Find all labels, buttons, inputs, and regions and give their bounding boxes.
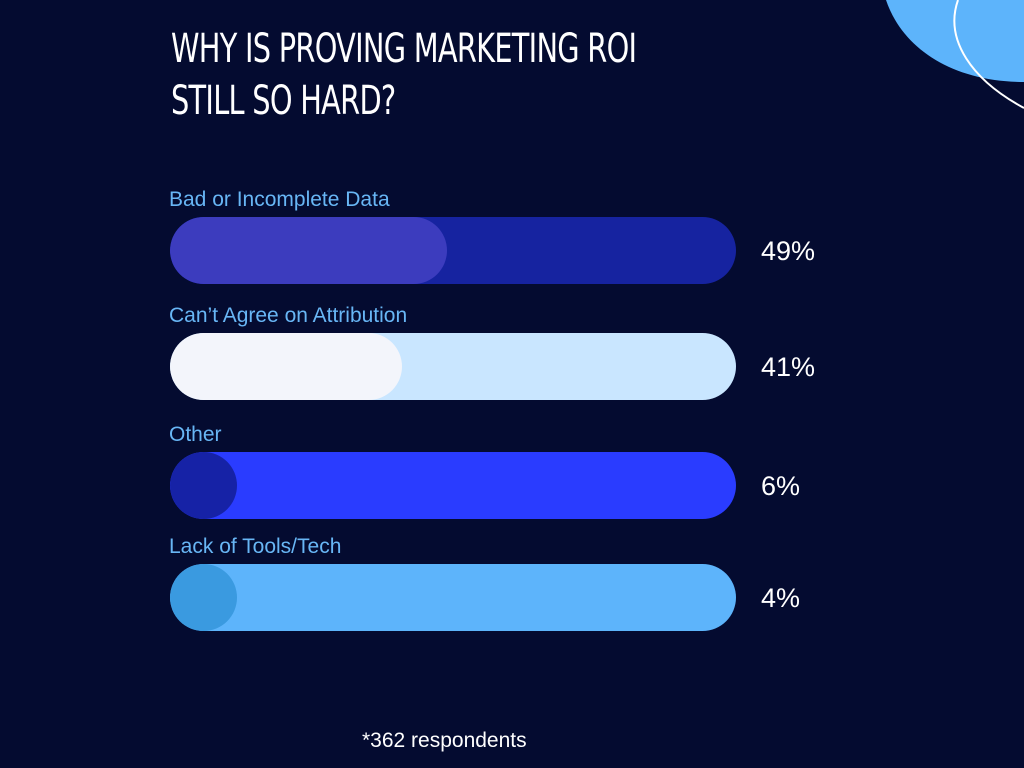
title-line-1: WHY IS PROVING MARKETING ROI: [171, 26, 637, 72]
bar-value-label: 41%: [761, 352, 816, 382]
bar-track: [170, 217, 736, 284]
bar-track: [170, 564, 736, 631]
respondents-footnote: *362 respondents: [362, 729, 527, 752]
bar-fill: [170, 564, 237, 631]
bar-category-label: Can’t Agree on Attribution: [169, 304, 408, 327]
bar-category-label: Bad or Incomplete Data: [169, 188, 390, 211]
bar-value-label: 6%: [761, 471, 801, 501]
bar-value-label: 49%: [761, 236, 816, 266]
bar-fill: [170, 333, 403, 400]
bar-category-label: Other: [169, 423, 222, 446]
page-title: WHY IS PROVING MARKETING ROI STILL SO HA…: [171, 23, 637, 127]
bar-fill: [170, 217, 448, 284]
bar-category-label: Lack of Tools/Tech: [169, 535, 342, 558]
bar-track: [170, 333, 736, 400]
bar-track: [170, 452, 736, 519]
corner-blob-shape: [886, 0, 1024, 82]
bar-value-label: 4%: [761, 583, 801, 613]
title-line-2: STILL SO HARD?: [171, 78, 396, 124]
bar-fill: [170, 452, 237, 519]
corner-curve-line: [953, 0, 1024, 109]
